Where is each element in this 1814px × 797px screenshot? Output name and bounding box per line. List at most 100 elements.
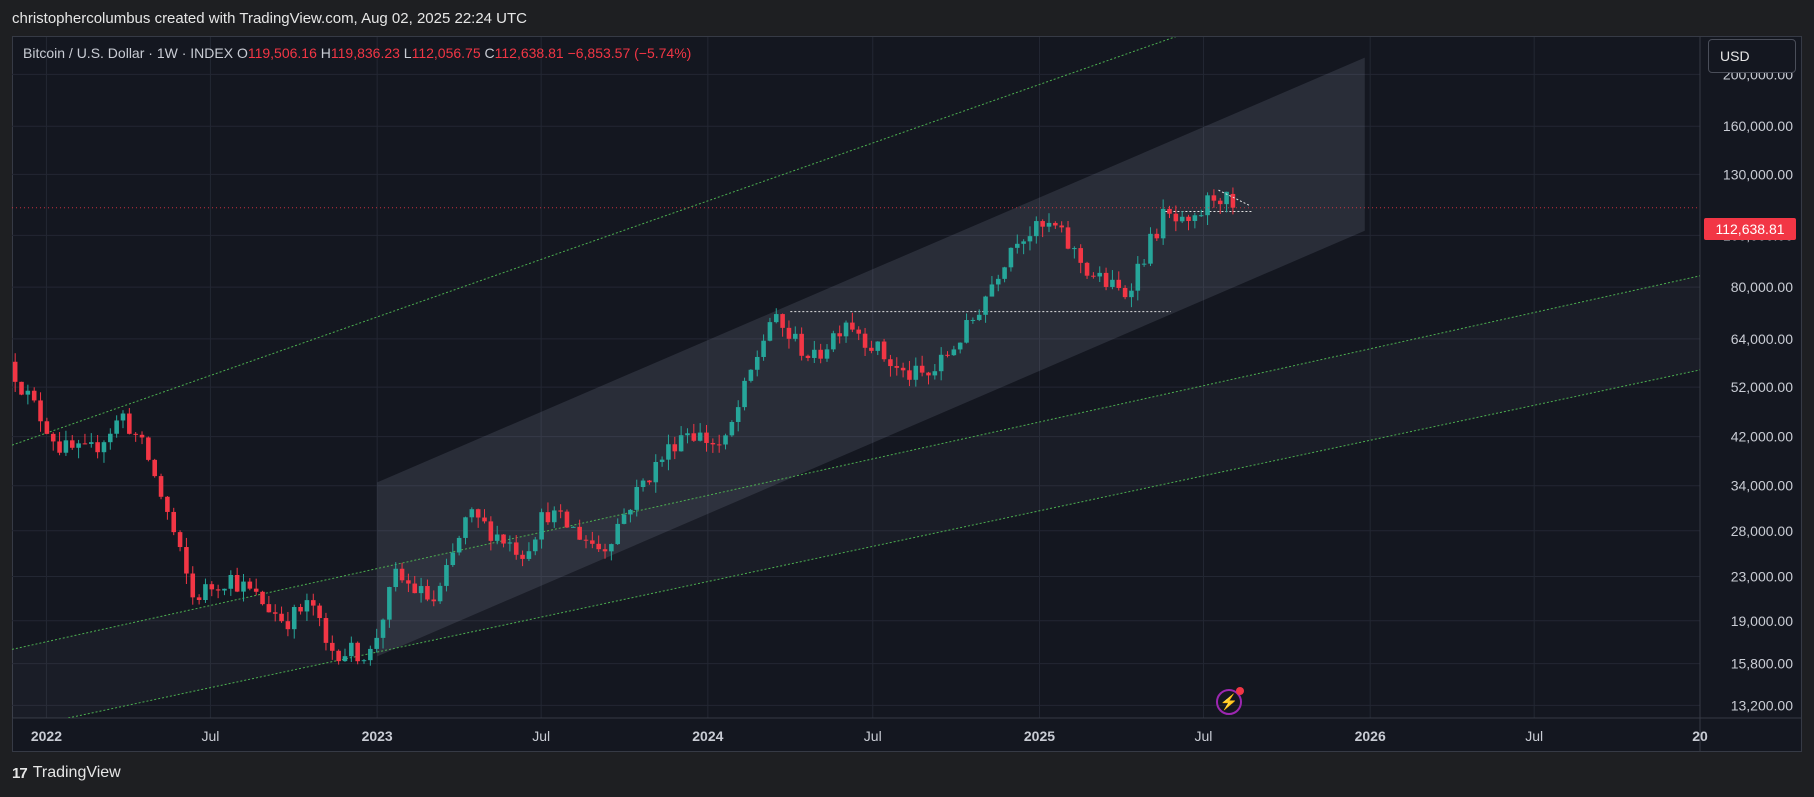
candle <box>881 338 887 362</box>
candle <box>95 435 100 459</box>
candle-body <box>913 365 919 380</box>
candle-body <box>146 437 151 460</box>
candle <box>513 535 519 560</box>
candle <box>1179 211 1185 224</box>
candle-body <box>57 441 62 453</box>
lightning-icon: ⚡ <box>1219 694 1239 711</box>
candle-body <box>228 574 234 589</box>
candle <box>298 603 303 615</box>
candle <box>697 423 703 442</box>
candle <box>583 535 589 549</box>
chart-frame[interactable] <box>12 36 1802 752</box>
candle <box>1008 247 1014 272</box>
ohlc-legend: Bitcoin / U.S. Dollar · 1W · INDEX O119,… <box>23 45 691 61</box>
candle <box>171 507 177 536</box>
y-tick-label: 64,000.00 <box>1731 331 1793 347</box>
candle <box>355 641 360 665</box>
candle <box>907 360 912 387</box>
candle <box>412 576 418 594</box>
candle-body <box>304 600 310 612</box>
candle <box>310 593 316 616</box>
candle <box>1059 221 1064 233</box>
candle-body <box>742 380 747 408</box>
candle <box>1129 283 1134 308</box>
candle-body <box>158 476 164 497</box>
candle-body <box>203 584 208 600</box>
candle <box>374 628 379 653</box>
candle-body <box>907 370 912 380</box>
candle-body <box>1014 243 1020 248</box>
currency-button[interactable]: USD <box>1708 39 1796 73</box>
candle <box>279 606 284 623</box>
alert-button[interactable]: ⚡ <box>1216 687 1244 715</box>
candle-body <box>843 322 849 337</box>
candle-body <box>120 413 126 421</box>
candle-body <box>621 514 627 524</box>
candle-body <box>659 459 665 462</box>
lower-channel-band <box>12 275 1700 718</box>
candle <box>1198 209 1204 218</box>
candle <box>336 649 341 665</box>
candle-body <box>406 580 411 584</box>
candle <box>710 438 716 453</box>
candle-body <box>875 341 881 351</box>
candle-body <box>272 612 278 614</box>
candle <box>805 354 811 362</box>
candle-body <box>1065 227 1071 249</box>
candle-body <box>1160 208 1166 239</box>
candle <box>380 618 386 649</box>
candle <box>951 345 957 356</box>
candle-body <box>279 613 284 622</box>
candle-body <box>754 356 760 370</box>
candle-body <box>1129 290 1134 298</box>
candle <box>1053 221 1058 229</box>
candle-body <box>793 333 798 339</box>
candle-body <box>786 327 792 339</box>
candle <box>685 428 690 444</box>
candle-body <box>463 517 468 538</box>
tradingview-logo[interactable]: 17 TradingView <box>12 764 121 782</box>
candle-body <box>888 359 893 367</box>
candle <box>291 604 297 639</box>
candle-body <box>716 444 722 446</box>
top-bar: christophercolumbus created with Trading… <box>0 0 1814 36</box>
candle-body <box>767 322 773 341</box>
candle-body <box>184 547 189 574</box>
candle <box>1027 226 1033 251</box>
candle <box>1116 271 1122 291</box>
candle <box>615 518 620 545</box>
candle-body <box>76 443 81 448</box>
candle-body <box>50 433 56 442</box>
candle <box>938 347 944 381</box>
y-tick-label: 15,800.00 <box>1731 656 1793 672</box>
candle <box>488 516 494 551</box>
candle-body <box>260 591 265 605</box>
candle-body <box>976 314 982 320</box>
candle-body <box>995 278 1001 285</box>
candle <box>862 327 868 357</box>
candle <box>666 434 671 471</box>
candle-body <box>1154 233 1160 239</box>
candle <box>1084 261 1090 279</box>
candle-body <box>317 605 322 619</box>
candle-body <box>437 585 443 602</box>
candle-body <box>564 511 570 528</box>
candle-body <box>418 586 424 594</box>
tradingview-mark-icon: 17 <box>12 764 28 782</box>
low-label: L <box>403 45 412 61</box>
candle <box>532 536 538 556</box>
candle-body <box>850 322 855 330</box>
candle <box>1186 214 1191 231</box>
candle <box>1154 228 1160 242</box>
candle <box>222 588 227 596</box>
candle-body <box>12 361 18 382</box>
candle <box>165 495 170 520</box>
candle <box>317 603 322 627</box>
candle-body <box>1053 222 1058 226</box>
candle-body <box>399 568 405 581</box>
candle-body <box>818 349 823 359</box>
candle-body <box>1008 247 1014 268</box>
candle <box>640 478 646 492</box>
candle <box>818 343 823 364</box>
